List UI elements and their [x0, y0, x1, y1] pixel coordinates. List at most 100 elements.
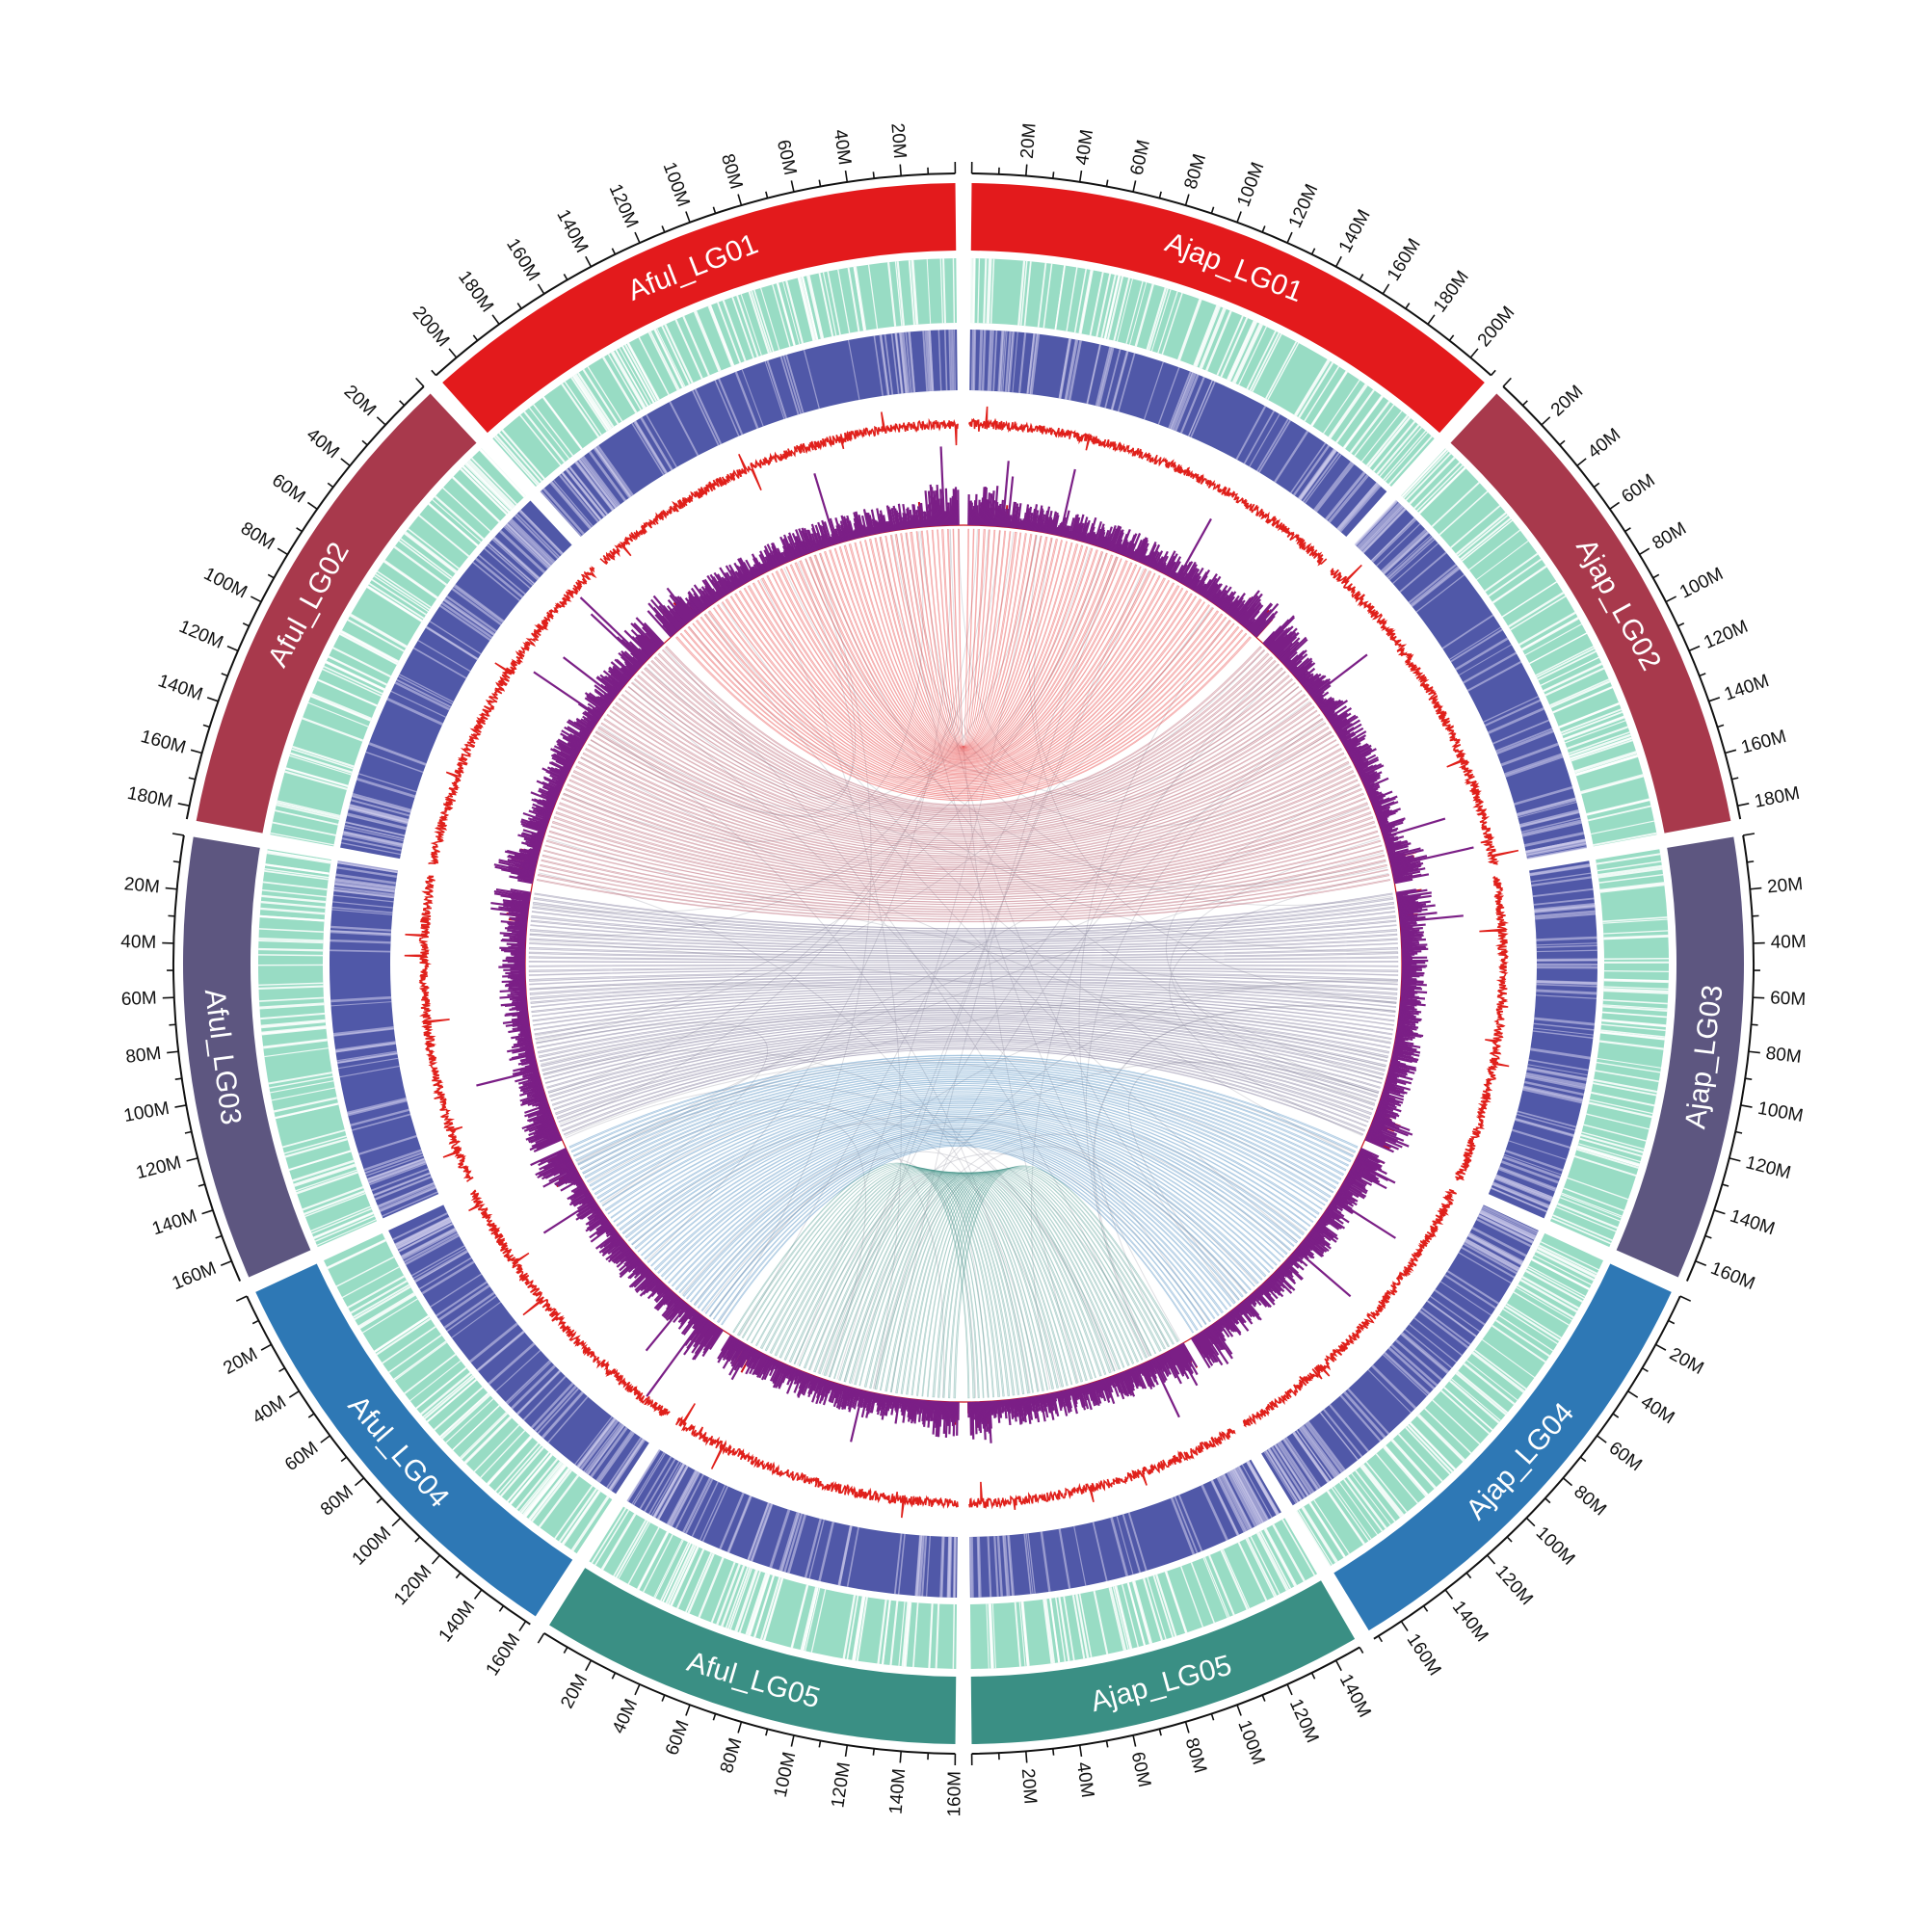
density-mark	[948, 1537, 950, 1598]
tick-mark	[1470, 349, 1478, 357]
tick-label: 40M	[830, 128, 855, 167]
tick-mark	[1700, 674, 1706, 676]
tick-label: 40M	[1770, 932, 1806, 953]
tick-mark	[1749, 1051, 1760, 1052]
tick-mark	[1563, 1478, 1571, 1486]
stripe-mark	[258, 949, 323, 950]
tick-label: 100M	[200, 564, 251, 602]
tick-mark	[612, 249, 615, 254]
tick-label: 160M	[170, 1258, 220, 1294]
tick-mark	[456, 1573, 460, 1577]
tick-mark	[189, 778, 196, 780]
tick-mark	[1491, 370, 1495, 375]
tick-mark	[1577, 459, 1586, 466]
tick-mark	[1359, 1647, 1363, 1653]
tick-label: 160M	[502, 235, 543, 284]
tick-mark	[1237, 211, 1241, 222]
tick-mark	[1655, 1344, 1666, 1350]
tick-label: 180M	[1753, 783, 1802, 812]
tick-mark	[900, 165, 901, 176]
tick-label: 20M	[886, 122, 910, 160]
tick-mark	[1709, 698, 1720, 701]
tick-mark	[187, 1158, 198, 1161]
tick-label: 40M	[1072, 1760, 1097, 1799]
tick-label: 140M	[1722, 671, 1772, 705]
tick-label: 100M	[1532, 1522, 1579, 1569]
tick-mark	[1743, 834, 1755, 835]
tick-mark	[1545, 1498, 1550, 1503]
tick-mark	[289, 1391, 299, 1397]
tick-mark	[538, 1633, 543, 1643]
stripe-mark	[1604, 971, 1669, 972]
tick-mark	[236, 1296, 247, 1301]
tick-mark	[166, 888, 177, 889]
stripe-mark	[970, 258, 971, 323]
synteny-ribbon	[535, 893, 1392, 929]
tick-label: 20M	[557, 1671, 592, 1712]
tick-mark	[185, 1132, 192, 1133]
tick-label: 20M	[1017, 122, 1041, 160]
tick-mark	[198, 1184, 205, 1186]
tick-mark	[1745, 1078, 1752, 1079]
tick-mark	[1542, 417, 1550, 425]
tick-mark	[1522, 401, 1527, 406]
tick-mark	[1729, 1158, 1741, 1161]
stripe-mark	[953, 258, 954, 323]
tick-label: 120M	[390, 1562, 436, 1610]
tick-label: 180M	[1430, 267, 1473, 316]
synteny-ribbon	[927, 531, 1001, 748]
tick-label: 120M	[1491, 1562, 1537, 1610]
tick-mark	[900, 1751, 901, 1762]
tick-mark	[1237, 1705, 1241, 1715]
density-mark	[970, 1537, 971, 1598]
tick-label: 100M	[1233, 160, 1268, 210]
density-mark	[980, 330, 982, 390]
tick-label: 60M	[773, 138, 800, 177]
tick-label: 60M	[268, 470, 308, 507]
tick-label: 60M	[1770, 988, 1807, 1010]
tick-mark	[791, 180, 794, 192]
synteny-ribbon	[890, 535, 1037, 749]
tick-label: 140M	[886, 1768, 911, 1815]
tick-mark	[1287, 1684, 1292, 1695]
tick-mark	[538, 284, 543, 294]
tick-label: 80M	[1181, 1735, 1211, 1775]
tick-label: 160M	[1707, 1258, 1757, 1294]
tick-mark	[517, 304, 521, 309]
tick-label: 20M	[220, 1344, 261, 1379]
synteny-ribbon	[820, 553, 1108, 758]
stripe-mark	[953, 1604, 954, 1669]
tick-mark	[1159, 192, 1161, 198]
tick-label: 120M	[1701, 617, 1751, 653]
tick-mark	[564, 274, 568, 279]
tick-mark	[1026, 165, 1027, 176]
tick-mark	[819, 180, 820, 187]
tick-label: 160M	[483, 1630, 525, 1680]
tick-label: 20M	[1766, 874, 1804, 897]
tick-label: 140M	[552, 206, 592, 256]
tick-mark	[1526, 1518, 1535, 1525]
tick-label: 140M	[155, 671, 205, 705]
tick-mark	[686, 211, 690, 222]
density-mark	[974, 330, 975, 390]
tick-mark	[1080, 171, 1082, 182]
tick-mark	[341, 459, 350, 466]
tick-mark	[1752, 1024, 1758, 1025]
tick-label: 20M	[1666, 1344, 1707, 1379]
tick-label: 120M	[828, 1760, 855, 1809]
synteny-links	[529, 529, 1398, 1398]
tick-label: 160M	[944, 1771, 964, 1817]
tick-mark	[1741, 1105, 1753, 1107]
tick-mark	[1445, 1590, 1452, 1600]
tick-mark	[167, 1051, 178, 1052]
tick-mark	[216, 1236, 223, 1238]
tick-mark	[791, 1735, 794, 1747]
tick-mark	[1689, 647, 1700, 651]
tick-label: 80M	[1649, 518, 1690, 554]
tick-mark	[1401, 1622, 1408, 1631]
tick-mark	[178, 804, 190, 806]
tick-label: 100M	[771, 1750, 801, 1799]
tick-mark	[341, 1457, 346, 1461]
tick-label: 140M	[149, 1206, 199, 1240]
stripe-mark	[258, 955, 323, 956]
